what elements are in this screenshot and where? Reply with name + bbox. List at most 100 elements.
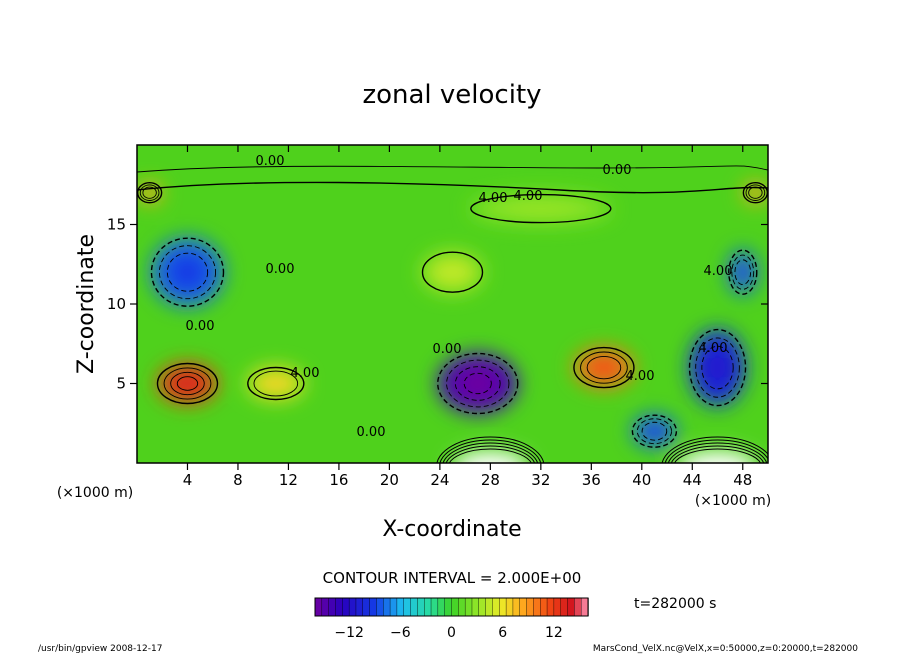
contour-label: 0.00	[603, 163, 632, 178]
plot-area: 0.00 4.00 0.00 4.00 4.00 0.00 4.00 0.00 4.00 0.00…	[137, 145, 768, 463]
contour-line	[166, 252, 209, 292]
chart-title: zonal velocity	[362, 80, 541, 110]
contour-line	[446, 359, 510, 408]
colorbar-segment	[458, 597, 466, 617]
time-label: t=282000 s	[634, 596, 716, 612]
y-axis: 5 10 15	[107, 216, 768, 393]
x-axis: 4 8 12 16 20 24 28 32 36 40 44 48	[183, 145, 752, 489]
contour-label: 4.00	[514, 189, 543, 204]
y-tick-label: 15	[107, 216, 126, 234]
x-tick-label: 32	[531, 471, 550, 489]
y-tick-label: 5	[116, 375, 126, 393]
colorbar-segment	[567, 597, 576, 617]
colorbar-segment	[389, 597, 398, 617]
colorbar-segment	[396, 597, 405, 617]
field-feature-core	[436, 261, 469, 284]
contour-interval: CONTOUR INTERVAL = 2.000E+00	[323, 569, 582, 587]
x-tick-label: 44	[683, 471, 702, 489]
contour-label: 4.00	[479, 191, 508, 206]
x-tick-label: 16	[329, 471, 348, 489]
contour-line	[158, 245, 217, 300]
colorbar-segment	[437, 597, 446, 617]
colorbar-segment	[546, 597, 555, 617]
contour-label: 4.00	[291, 366, 320, 381]
colorbar-segment	[342, 597, 350, 617]
colorbar-segment	[376, 597, 384, 617]
x-tick-label: 28	[481, 471, 500, 489]
contour-label: 0.00	[256, 154, 285, 169]
contour-line	[137, 181, 768, 194]
contour-line	[631, 414, 678, 448]
contour-line	[448, 448, 532, 463]
contour-line	[142, 186, 157, 199]
colorbar-segment	[464, 597, 473, 617]
colorbar-tick-label: 6	[498, 625, 507, 641]
contour-label: 0.00	[266, 262, 295, 277]
contour-line	[247, 366, 305, 401]
contour-line	[661, 436, 768, 463]
colorbar-frame	[314, 597, 589, 617]
field-feature-white	[453, 451, 528, 463]
contour-line	[745, 184, 766, 201]
x-tick-label: 24	[430, 471, 449, 489]
contour-line	[734, 259, 752, 285]
field-feature-core	[260, 374, 292, 393]
colorbar-segment	[553, 597, 562, 617]
colorbar-segment	[444, 597, 453, 617]
colorbar-segment	[505, 597, 514, 617]
x-tick-label: 8	[233, 471, 243, 489]
contour-line	[636, 418, 673, 445]
colorbar-segment	[533, 597, 541, 617]
contour-label: 0.00	[357, 425, 386, 440]
field-feature-core	[502, 200, 580, 217]
colorbar-tick-label: −6	[390, 625, 411, 641]
contour-label: 4.00	[699, 341, 728, 356]
x-tick-label: 40	[632, 471, 651, 489]
x-tick-label: 36	[582, 471, 601, 489]
contour-line	[436, 436, 545, 463]
colorbar-segment	[485, 597, 494, 617]
velocity-field	[137, 182, 768, 463]
contour-line	[421, 251, 484, 293]
contour-line	[586, 355, 622, 380]
x-tick-label: 48	[733, 471, 752, 489]
x-unit-right: (×1000 m)	[695, 493, 771, 509]
colorbar-tick-label: −12	[334, 625, 364, 641]
contour-label: 4.00	[704, 264, 733, 279]
colorbar-segment	[383, 597, 391, 617]
colorbar-segment	[519, 597, 528, 617]
colorbar	[314, 597, 589, 617]
x-axis-label: X-coordinate	[382, 517, 521, 542]
colorbar-segment	[430, 597, 439, 617]
contour-line	[731, 254, 755, 290]
colorbar-segment	[424, 597, 432, 617]
colorbar-segment	[417, 597, 425, 617]
footer-left: /usr/bin/gpview 2008-12-17	[38, 644, 162, 654]
contour-line	[728, 249, 758, 295]
y-axis-label: Z-coordinate	[74, 234, 99, 374]
field-feature-core	[702, 346, 733, 389]
contour-line	[170, 371, 205, 396]
contour-line	[137, 165, 768, 173]
contour-line	[573, 346, 635, 389]
field-feature-core	[748, 187, 762, 199]
plot-background	[137, 145, 768, 463]
colorbar-segment	[410, 597, 419, 617]
colorbar-segment	[328, 597, 337, 617]
contour-labels: 0.00 4.00 0.00 4.00 4.00 0.00 4.00 0.00 4.00 0.00…	[186, 154, 733, 440]
colorbar-segment	[471, 597, 480, 617]
contour-line	[437, 352, 519, 415]
colorbar-segment	[451, 597, 460, 617]
colorbar-segment	[478, 597, 487, 617]
contour-line	[176, 376, 199, 391]
contour-line	[667, 442, 768, 463]
contour-line	[580, 351, 628, 384]
field-feature-core	[642, 422, 667, 441]
colorbar-segment	[499, 597, 507, 617]
field-feature-white	[678, 451, 757, 463]
contour-line	[454, 366, 501, 401]
field-feature-core	[735, 260, 751, 285]
contour-line	[674, 448, 761, 463]
x-tick-label: 12	[279, 471, 298, 489]
